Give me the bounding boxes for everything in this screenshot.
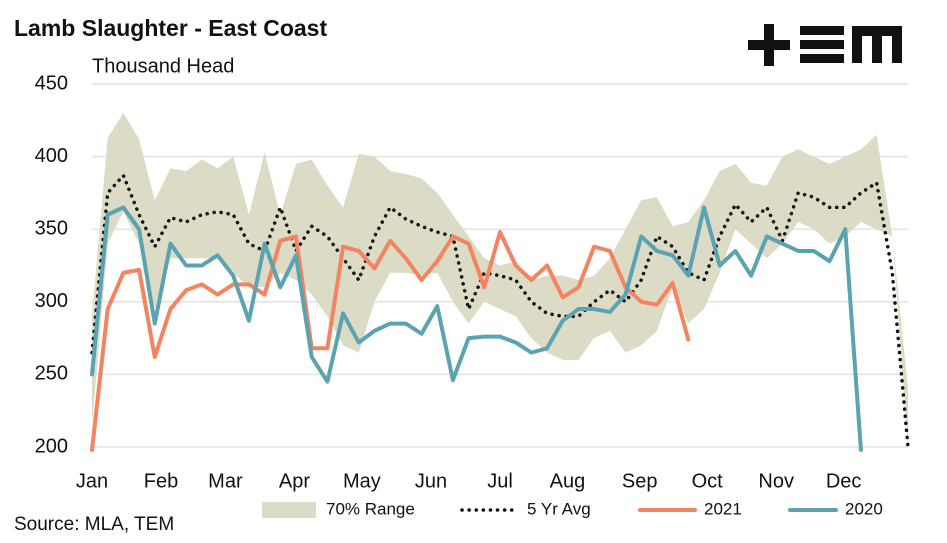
x-tick-label: Nov — [758, 470, 794, 492]
x-tick-label: Feb — [144, 470, 178, 492]
series-line — [90, 230, 691, 452]
x-tick-label: Mar — [208, 470, 243, 492]
y-tick-label: 400 — [35, 145, 68, 167]
x-tick-label: Oct — [692, 470, 724, 492]
logo — [748, 24, 902, 66]
x-tick-label: Jul — [487, 470, 513, 492]
y-tick-label: 250 — [35, 363, 68, 385]
x-tick-label: May — [343, 470, 381, 492]
chart-title: Lamb Slaughter - East Coast — [14, 15, 327, 41]
legend-swatch — [262, 502, 316, 518]
legend-label: 70% Range — [326, 499, 415, 518]
x-tick-label: Jun — [415, 470, 447, 492]
x-tick-label: Sep — [622, 470, 658, 492]
series-line — [90, 173, 910, 449]
legend-label: 2021 — [704, 499, 742, 518]
y-tick-label: 450 — [35, 72, 68, 94]
x-tick-label: Aug — [550, 470, 586, 492]
x-tick-label: Jan — [76, 470, 108, 492]
y-tick-label: 300 — [35, 290, 68, 312]
y-tick-label: 350 — [35, 217, 68, 239]
x-tick-label: Apr — [279, 470, 310, 492]
legend-label: 2020 — [845, 499, 883, 518]
chart-subtitle: Thousand Head — [92, 55, 234, 77]
x-tick-label: Dec — [826, 470, 862, 492]
y-tick-label: 200 — [35, 435, 68, 457]
range-area — [92, 113, 908, 447]
legend-label: 5 Yr Avg — [527, 499, 591, 518]
source-note: Source: MLA, TEM — [14, 514, 174, 535]
series-line — [90, 205, 863, 452]
